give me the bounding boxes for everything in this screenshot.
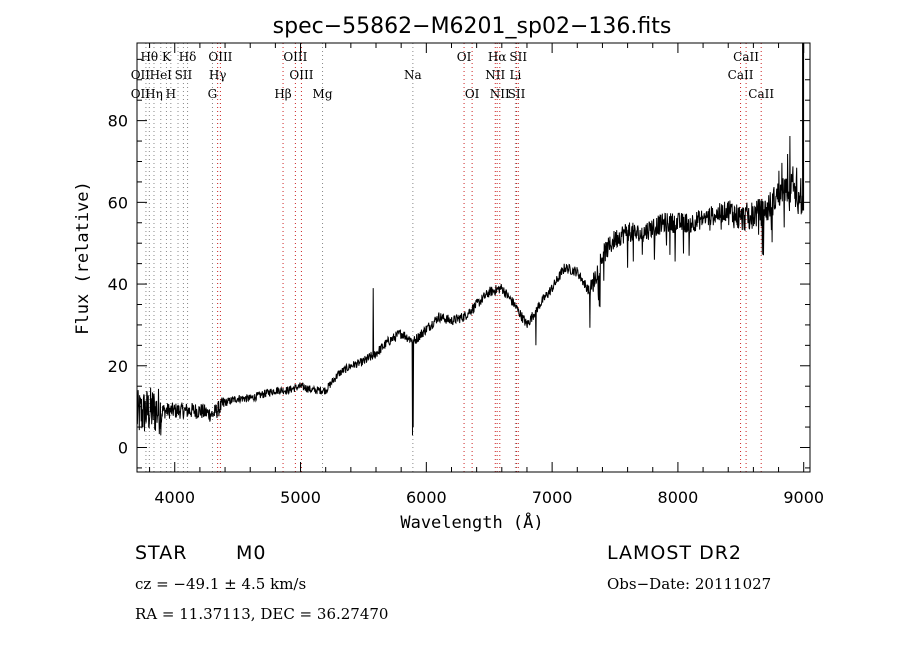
line-label-26: SII	[508, 87, 526, 101]
line-label-6: Hα	[488, 50, 507, 64]
plot-frame	[136, 42, 811, 473]
chart-title: spec−55862−M6201_sp02−136.fits	[273, 14, 672, 39]
line-label-8: CaII	[733, 50, 759, 64]
line-label-24: OI	[465, 87, 480, 101]
line-label-22: Hβ	[274, 87, 291, 101]
y-tick-label-60: 60	[108, 193, 128, 212]
coordinates: RA = 11.37113, DEC = 36.27470	[135, 605, 389, 623]
line-label-23: Mg	[313, 87, 333, 101]
line-label-4: OIII	[283, 50, 307, 64]
line-label-10: HeI	[150, 68, 173, 82]
line-label-1: K	[162, 50, 172, 64]
y-axis-label: Flux (relative)	[73, 181, 93, 335]
axis-ticks: 4000 5000 6000 7000 8000 9000 0 20 40 60 80	[108, 43, 824, 507]
x-tick-label-7000: 7000	[532, 488, 573, 507]
survey-name: LAMOST DR2	[607, 542, 742, 564]
line-label-11: SII	[175, 68, 193, 82]
x-tick-label-8000: 8000	[658, 488, 699, 507]
x-axis-label: Wavelength (Å)	[400, 511, 543, 533]
object-class: STAR	[135, 542, 188, 564]
line-label-14: Na	[404, 68, 422, 82]
y-tick-label-0: 0	[118, 438, 128, 457]
line-label-12: Hγ	[209, 68, 227, 82]
obs-date: Obs−Date: 20111027	[607, 575, 772, 593]
y-tick-label-20: 20	[108, 357, 128, 376]
line-label-9: OII	[131, 68, 151, 82]
y-tick-label-80: 80	[108, 112, 128, 131]
line-label-2: Hδ	[179, 50, 197, 64]
line-label-0: Hθ	[140, 50, 158, 64]
spectrum-line	[136, 43, 805, 436]
x-tick-label-5000: 5000	[280, 488, 321, 507]
line-label-18: OII	[131, 87, 151, 101]
y-tick-label-40: 40	[108, 275, 128, 294]
line-label-3: OIII	[208, 50, 232, 64]
line-label-19: Hη	[145, 87, 163, 101]
redshift-text: cz = −49.1 ± 4.5 km/s	[135, 575, 307, 593]
line-label-15: NII	[485, 68, 505, 82]
x-tick-label-4000: 4000	[154, 488, 195, 507]
line-label-13: OIII	[289, 68, 313, 82]
line-label-27: CaII	[748, 87, 774, 101]
object-subclass: M0	[236, 542, 267, 564]
line-label-21: G	[208, 87, 218, 101]
line-label-20: H	[166, 87, 176, 101]
x-tick-label-9000: 9000	[783, 488, 824, 507]
line-label-7: SII	[509, 50, 527, 64]
line-label-5: OI	[457, 50, 472, 64]
line-markers	[145, 43, 762, 472]
line-label-17: CaII	[728, 68, 754, 82]
spectrum-path	[136, 135, 804, 436]
x-tick-label-6000: 6000	[406, 488, 447, 507]
line-label-25: NII	[490, 87, 510, 101]
line-label-16: Li	[509, 68, 521, 82]
